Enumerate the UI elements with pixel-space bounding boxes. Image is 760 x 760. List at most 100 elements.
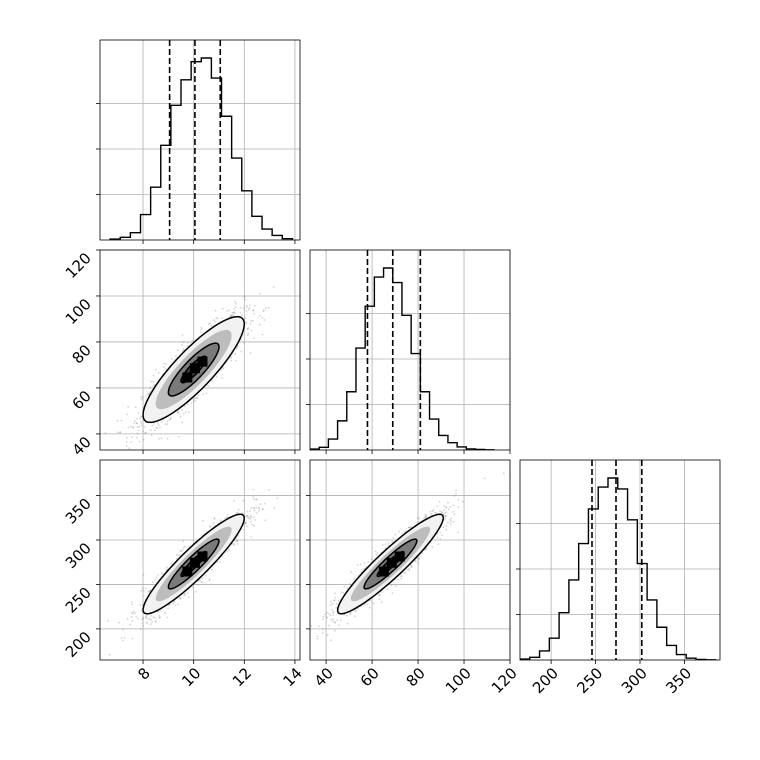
scatter-point — [212, 522, 215, 525]
scatter-point — [457, 506, 459, 508]
scatter-point — [444, 515, 446, 518]
scatter-point — [239, 311, 242, 314]
scatter-point — [357, 607, 359, 610]
contour-line — [180, 550, 208, 578]
contour-line — [167, 538, 220, 590]
scatter-point — [215, 376, 218, 378]
histogram-panel-2 — [516, 459, 721, 664]
scatter-point — [356, 564, 359, 566]
scatter-panel-2-1 — [306, 459, 511, 664]
scatter-point — [232, 312, 235, 314]
scatter-point — [144, 395, 147, 398]
scatter-point — [415, 560, 417, 563]
scatter-point — [233, 311, 236, 314]
scatter-point — [181, 350, 184, 352]
scatter-point — [228, 315, 231, 318]
scatter-point — [235, 302, 237, 305]
scatter-point — [181, 409, 184, 411]
scatter-point — [445, 511, 448, 514]
scatter-point — [333, 592, 336, 595]
scatter-point — [142, 625, 144, 627]
scatter-point — [177, 412, 180, 414]
scatter-point — [252, 496, 255, 498]
scatter-point — [441, 534, 443, 537]
scatter-point — [449, 506, 452, 508]
scatter-point — [155, 427, 158, 429]
scatter-point — [157, 610, 160, 613]
density-peak-cell — [182, 566, 193, 577]
scatter-point — [416, 521, 419, 524]
density-peak-cell — [378, 566, 389, 577]
scatter-point — [157, 574, 160, 576]
scatter-point — [423, 517, 425, 519]
x-tick-label: 200 — [529, 664, 562, 697]
scatter-point — [250, 319, 252, 322]
scatter-point — [118, 621, 121, 624]
scatter-point — [450, 517, 452, 520]
scatter-point — [213, 518, 216, 520]
scatter-point — [157, 371, 160, 374]
y-tick-label: 120 — [62, 249, 95, 282]
scatter-point — [440, 511, 443, 513]
scatter-point — [210, 324, 213, 327]
scatter-point — [199, 330, 202, 333]
scatter-point — [196, 397, 198, 399]
scatter-point — [343, 613, 346, 616]
scatter-point — [242, 499, 245, 502]
scatter-point — [259, 503, 262, 505]
scatter-point — [343, 586, 346, 588]
scatter-point — [209, 525, 211, 527]
scatter-point — [122, 640, 124, 642]
scatter-point — [443, 509, 445, 512]
scatter-point — [126, 436, 128, 439]
scatter-point — [119, 431, 122, 433]
scatter-point — [153, 429, 156, 432]
scatter-point — [191, 586, 194, 589]
scatter-point — [232, 543, 235, 545]
scatter-point — [354, 609, 357, 612]
scatter-point — [450, 520, 453, 523]
scatter-point — [147, 618, 150, 620]
scatter-point — [205, 574, 208, 577]
scatter-point — [242, 307, 245, 310]
scatter-panel-1-0 — [96, 249, 301, 454]
scatter-point — [257, 509, 260, 512]
scatter-point — [442, 526, 444, 529]
scatter-point — [134, 420, 136, 422]
scatter-point — [144, 432, 147, 434]
scatter-point — [331, 618, 334, 621]
scatter-point — [418, 517, 421, 520]
scatter-point — [394, 585, 397, 588]
scatter-point — [230, 315, 232, 318]
scatter-point — [140, 415, 142, 418]
scatter-panel-2-0 — [96, 459, 301, 664]
scatter-point — [126, 413, 129, 416]
scatter-point — [135, 616, 138, 618]
scatter-point — [236, 540, 239, 542]
scatter-point — [263, 309, 265, 312]
scatter-point — [181, 549, 184, 551]
scatter-point — [326, 634, 329, 637]
scatter-point — [155, 368, 158, 371]
scatter-point — [181, 421, 184, 424]
scatter-point — [378, 594, 380, 597]
scatter-point — [149, 590, 151, 592]
scatter-point — [436, 532, 439, 535]
x-tick-label: 14 — [280, 664, 306, 690]
histogram-panel-0 — [96, 39, 301, 244]
scatter-point — [134, 612, 137, 615]
scatter-point — [227, 548, 230, 551]
scatter-point — [243, 522, 246, 525]
scatter-point — [335, 602, 338, 605]
scatter-point — [142, 430, 145, 433]
scatter-point — [332, 610, 335, 613]
scatter-point — [436, 536, 439, 539]
scatter-point — [408, 526, 411, 529]
density-peak-cell — [197, 356, 208, 367]
scatter-point — [120, 419, 123, 422]
scatter-point — [194, 397, 197, 399]
scatter-point — [154, 616, 157, 619]
scatter-point — [157, 422, 159, 425]
scatter-point — [166, 616, 168, 619]
scatter-point — [374, 550, 377, 553]
